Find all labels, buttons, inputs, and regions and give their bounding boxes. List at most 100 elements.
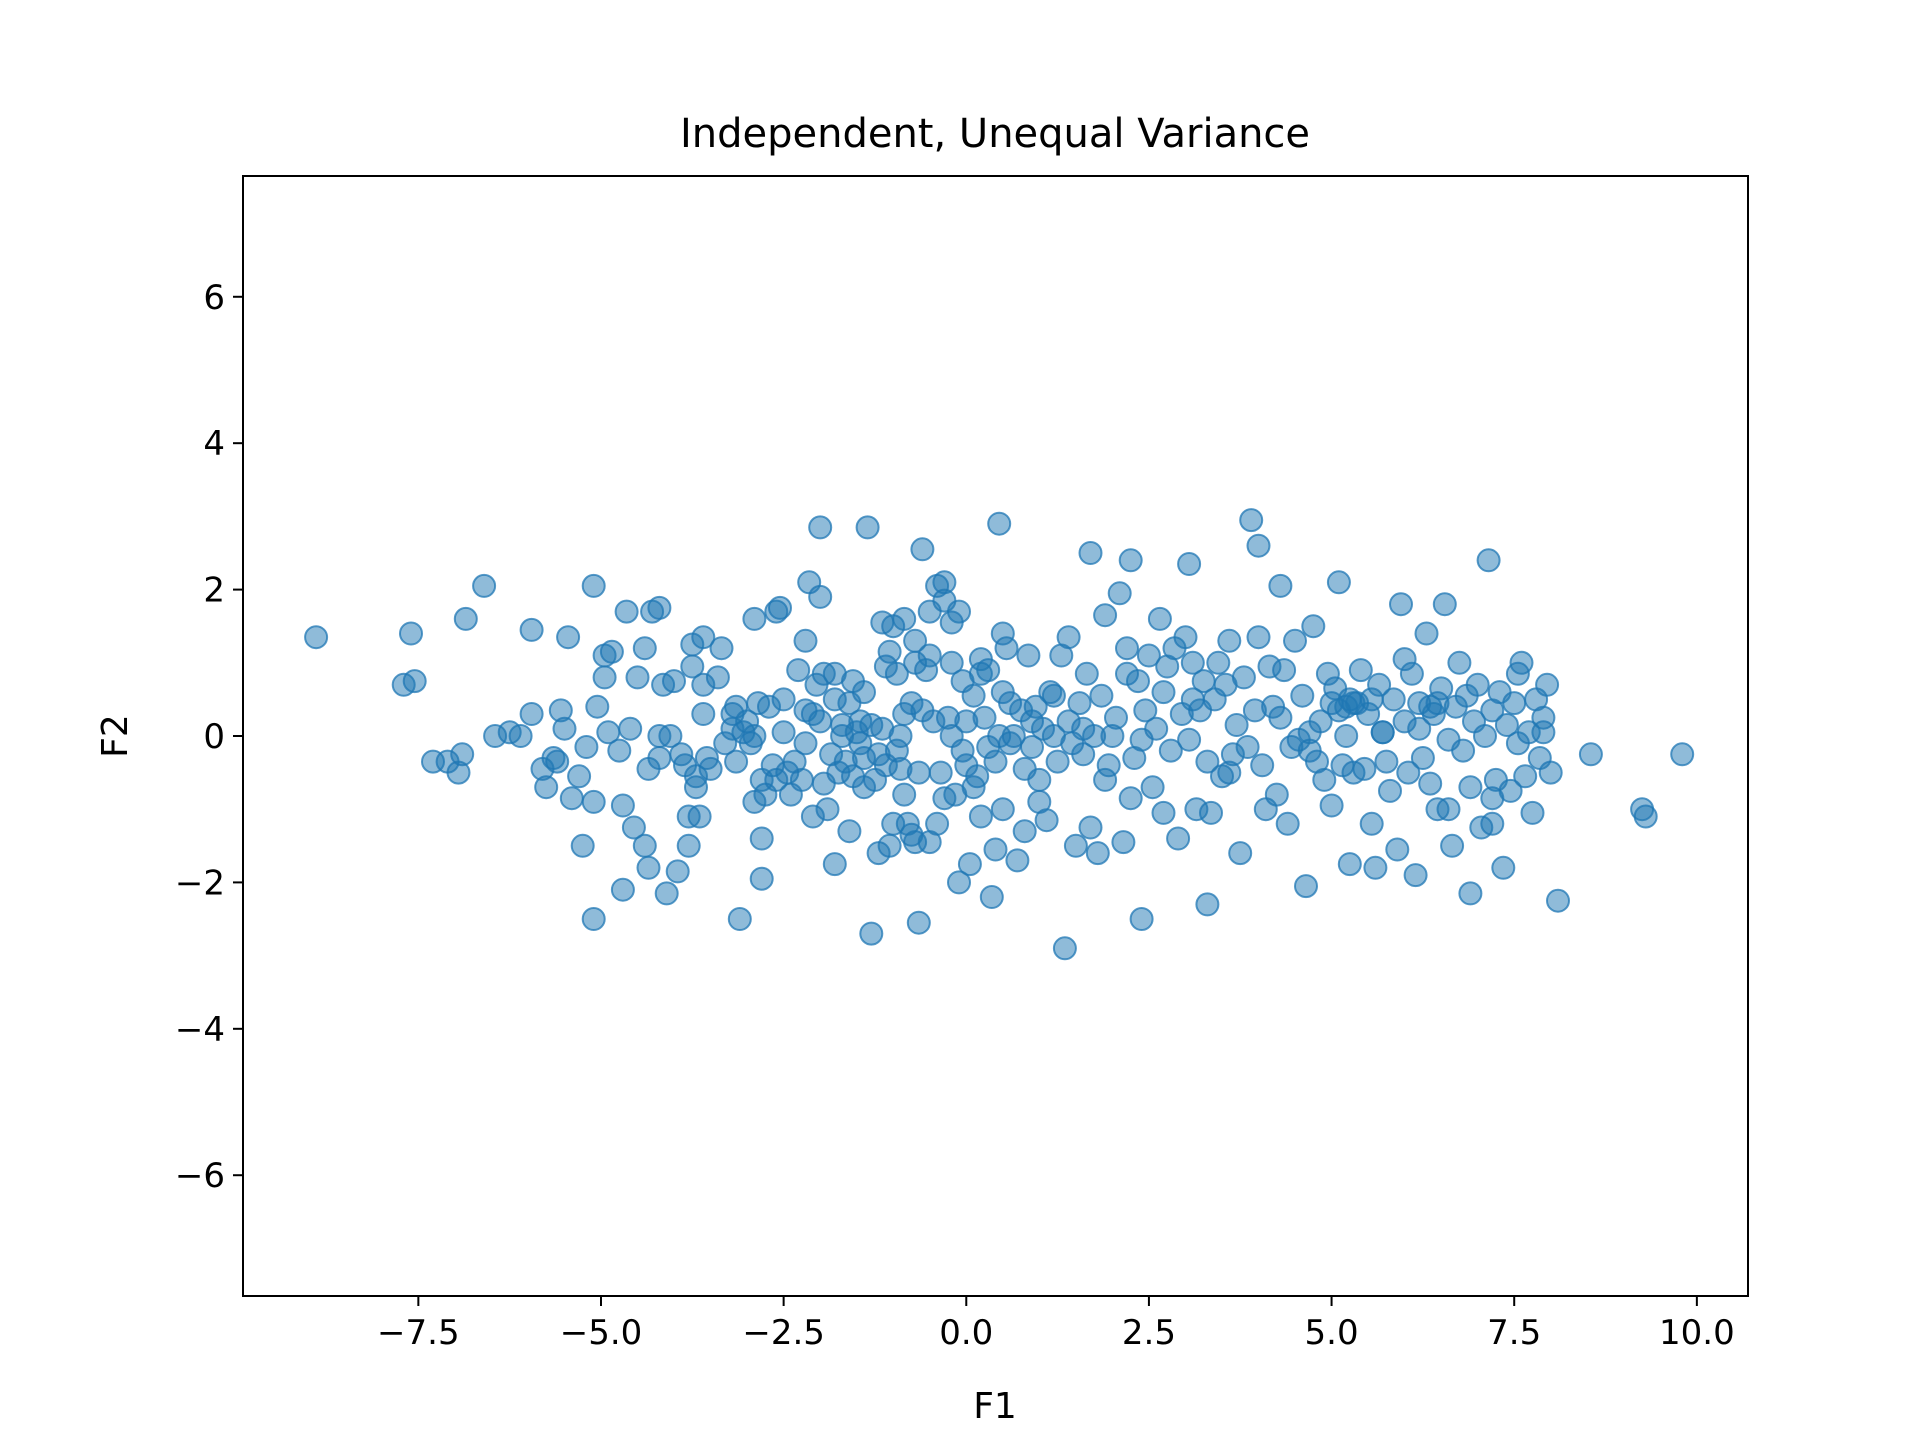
- data-point: [610, 793, 635, 818]
- x-tick-label: 5.0: [1305, 1313, 1359, 1353]
- data-point: [1115, 636, 1139, 661]
- data-point: [1389, 592, 1413, 617]
- data-point: [1494, 713, 1519, 737]
- data-point: [1151, 800, 1176, 825]
- data-point: [1085, 841, 1110, 866]
- data-point: [1480, 811, 1505, 836]
- data-point: [1294, 874, 1318, 899]
- data-point: [1067, 691, 1092, 716]
- data-point: [1264, 782, 1289, 807]
- data-point: [910, 537, 935, 562]
- data-point: [724, 749, 749, 774]
- data-point: [1177, 552, 1202, 576]
- data-point: [1272, 658, 1297, 683]
- data-point: [1206, 650, 1231, 675]
- data-point: [1118, 548, 1143, 573]
- data-point: [947, 870, 971, 895]
- points-layer: [304, 508, 1695, 961]
- data-point: [1465, 672, 1490, 697]
- data-point: [691, 625, 716, 650]
- data-point: [1078, 541, 1103, 565]
- data-point: [727, 907, 752, 931]
- data-point: [647, 595, 672, 620]
- data-point: [1093, 767, 1118, 792]
- data-point: [983, 837, 1008, 862]
- data-point: [592, 665, 617, 690]
- data-point: [1111, 830, 1136, 855]
- data-point: [888, 756, 913, 781]
- data-point: [1670, 742, 1695, 767]
- data-point: [1378, 778, 1402, 803]
- data-point: [684, 775, 708, 800]
- data-point: [1045, 749, 1070, 774]
- data-point: [1235, 735, 1260, 759]
- data-point: [705, 665, 730, 690]
- data-point: [1093, 603, 1118, 628]
- data-point: [1147, 606, 1172, 631]
- data-point: [957, 852, 982, 877]
- data-point: [771, 687, 796, 712]
- data-point: [1436, 797, 1461, 822]
- x-axis-ticks: −7.5 −5.0 −2.5 0.0 2.5 5.0 7.5 10.0: [377, 1296, 1735, 1353]
- data-point: [1374, 749, 1399, 774]
- data-point: [1268, 705, 1293, 730]
- data-point: [749, 826, 774, 851]
- data-point: [1480, 786, 1505, 811]
- data-point: [610, 877, 635, 902]
- data-point: [621, 815, 646, 840]
- data-point: [567, 764, 592, 789]
- data-point: [910, 698, 935, 723]
- data-point: [574, 735, 599, 759]
- data-point: [665, 859, 690, 884]
- data-point: [1308, 709, 1333, 734]
- data-point: [581, 573, 606, 598]
- data-point: [1418, 771, 1443, 796]
- x-tick-label: 0.0: [939, 1313, 993, 1353]
- data-point: [545, 749, 570, 774]
- data-point: [1414, 621, 1439, 646]
- data-point: [1158, 738, 1183, 763]
- data-point: [1348, 658, 1373, 683]
- data-point: [1290, 683, 1315, 708]
- data-point: [1071, 716, 1096, 741]
- data-point: [1074, 661, 1099, 686]
- data-point: [607, 738, 632, 763]
- data-point: [1440, 833, 1465, 858]
- data-point: [1027, 767, 1052, 792]
- data-point: [581, 789, 606, 814]
- data-point: [1078, 815, 1103, 840]
- data-point: [647, 746, 672, 770]
- data-point: [1063, 833, 1088, 858]
- y-axis-label: F2: [95, 714, 136, 758]
- data-point: [1180, 687, 1205, 712]
- data-point: [1016, 643, 1041, 668]
- data-point: [519, 617, 544, 642]
- data-point: [1531, 720, 1556, 745]
- data-point: [979, 885, 1004, 909]
- data-point: [1447, 650, 1472, 675]
- data-point: [822, 852, 847, 877]
- y-tick-label: 4: [203, 424, 225, 464]
- data-point: [742, 789, 767, 814]
- data-point: [808, 515, 833, 540]
- x-tick-label: −7.5: [377, 1313, 460, 1353]
- data-point: [1268, 573, 1293, 598]
- data-point: [1027, 789, 1052, 814]
- y-tick-label: −4: [175, 1010, 225, 1050]
- x-tick-label: −2.5: [742, 1313, 825, 1353]
- data-point: [906, 910, 931, 935]
- data-point: [1195, 892, 1220, 917]
- data-point: [1505, 661, 1530, 686]
- data-point: [928, 760, 953, 785]
- data-point: [764, 767, 789, 792]
- data-point: [808, 584, 833, 609]
- data-point: [1133, 698, 1158, 723]
- data-point: [1513, 764, 1538, 789]
- y-axis-ticks: −6 −4 −2 0 2 4 6: [175, 278, 243, 1196]
- data-point: [1352, 756, 1377, 781]
- data-point: [892, 782, 917, 807]
- data-point: [581, 907, 606, 931]
- data-point: [709, 636, 734, 661]
- data-point: [625, 665, 650, 690]
- data-point: [1359, 811, 1384, 836]
